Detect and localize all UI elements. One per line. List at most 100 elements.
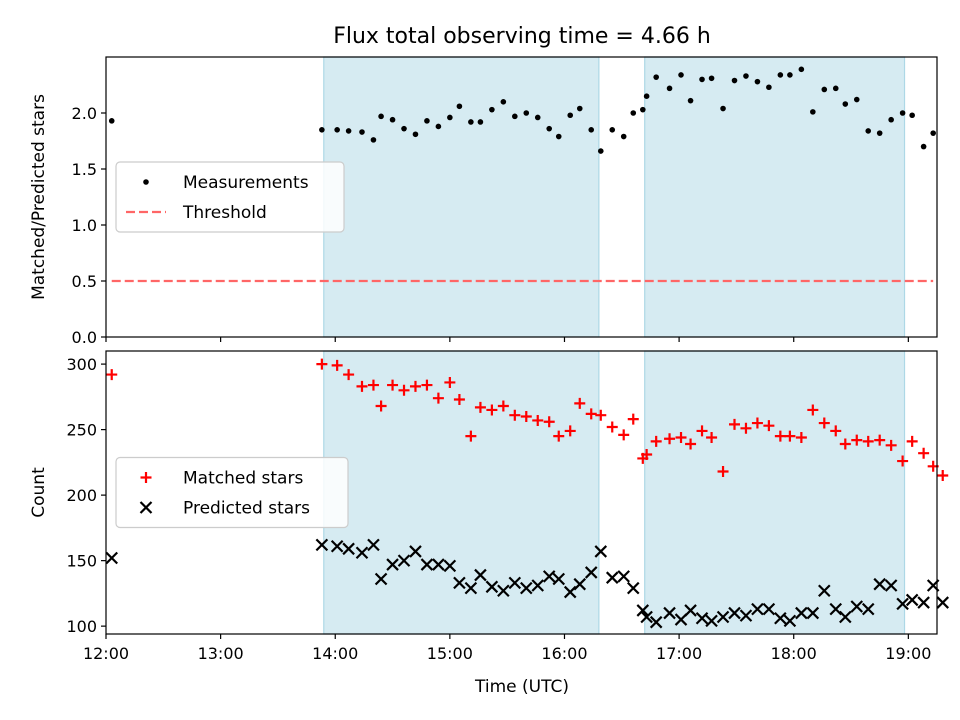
- predicted-star-point: [563, 585, 577, 599]
- matched-star-point: [520, 411, 532, 423]
- measurement-point: [810, 109, 816, 115]
- bottom-shaded-interval: [323, 350, 600, 635]
- measurement-point: [597, 148, 604, 154]
- bottom-shaded-interval: [644, 350, 906, 635]
- measurement-point: [630, 110, 637, 116]
- top-y-tick-label: 1.0: [72, 216, 97, 235]
- matched-star-point: [650, 435, 662, 447]
- matched-star-point: [795, 431, 807, 443]
- matched-star-point: [585, 408, 597, 420]
- measurement-point: [888, 116, 894, 123]
- predicted-star-point: [519, 581, 533, 595]
- matched-star-point: [595, 409, 607, 421]
- top-legend-box: [115, 161, 345, 233]
- matched-star-point: [740, 422, 752, 434]
- matched-star-point: [343, 369, 355, 381]
- measurement-point: [653, 74, 659, 80]
- predicted-star-point: [850, 600, 864, 613]
- predicted-star-point: [584, 566, 598, 579]
- predicted-star-point: [762, 602, 776, 616]
- measurement-point: [401, 125, 407, 132]
- predicted-star-point: [705, 614, 718, 628]
- measurement-point: [787, 72, 793, 78]
- measurement-point: [708, 75, 715, 82]
- predicted-star-point: [432, 558, 445, 571]
- measurement-point: [546, 125, 552, 132]
- measurement-point: [456, 103, 463, 110]
- measurement-point: [555, 133, 562, 140]
- matched-star-point: [664, 433, 676, 445]
- measurement-point: [588, 127, 595, 133]
- matched-star-point: [839, 438, 851, 450]
- predicted-star-point: [542, 570, 556, 583]
- measurement-point: [359, 129, 365, 135]
- bottom-y-axis-label: Count: [29, 467, 49, 518]
- x-axis-label: Time (UTC): [474, 677, 569, 697]
- predicted-star-point: [739, 609, 753, 622]
- matched-star-point: [862, 435, 874, 447]
- chart-title: Flux total observing time = 4.66 h: [333, 24, 711, 49]
- top-y-tick-label: 2.0: [72, 104, 97, 123]
- x-tick-label: 15:00: [427, 644, 473, 663]
- matched-star-point: [409, 380, 421, 392]
- measurement-point: [777, 72, 784, 78]
- predicted-star-point: [716, 610, 730, 624]
- predicted-star-point: [728, 606, 741, 620]
- matched-star-point: [316, 358, 328, 370]
- predicted-star-point: [896, 597, 909, 611]
- matched-star-point: [784, 430, 796, 442]
- matched-star-point: [509, 409, 521, 421]
- measurement-point: [370, 137, 377, 143]
- top-y-tick-label: 0.5: [72, 272, 97, 291]
- matched-star-point: [897, 455, 909, 467]
- matched-star-point: [618, 429, 630, 441]
- matched-star-point: [675, 431, 687, 443]
- measurement-point: [821, 86, 828, 93]
- matched-star-point: [763, 420, 775, 432]
- measurement-point: [899, 110, 906, 116]
- measurement-point: [699, 76, 705, 83]
- bottom-legend: Matched stars Predicted stars: [115, 456, 349, 529]
- matched-star-point: [830, 425, 842, 437]
- measurement-point: [643, 93, 650, 99]
- predicted-star-point: [806, 606, 820, 620]
- predicted-star-point: [531, 579, 545, 592]
- bottom-y-tick-label: 200: [66, 486, 97, 505]
- predicted-star-point: [905, 593, 919, 607]
- matched-star-point: [564, 425, 576, 437]
- measurement-point: [842, 101, 849, 107]
- measurement-point: [766, 84, 772, 91]
- legend-label: Matched stars: [183, 469, 303, 489]
- predicted-star-point: [829, 602, 843, 616]
- matched-star-point: [729, 418, 741, 430]
- matched-star-point: [387, 379, 399, 391]
- measurement-point: [666, 85, 673, 92]
- matched-star-point: [543, 416, 555, 428]
- bottom-legend-box: [115, 456, 349, 529]
- predicted-star-point: [636, 604, 650, 617]
- measurement-point: [798, 66, 805, 73]
- matched-star-point: [497, 400, 509, 412]
- measurement-point: [620, 133, 627, 140]
- matched-star-point: [398, 384, 410, 396]
- measurement-point: [389, 116, 396, 123]
- predicted-star-point: [684, 604, 697, 617]
- predicted-star-point: [917, 596, 930, 609]
- matched-star-point: [453, 393, 465, 405]
- measurement-point: [731, 77, 738, 84]
- predicted-star-point: [649, 615, 663, 629]
- x-tick-label: 19:00: [885, 644, 931, 663]
- measurement-point: [687, 97, 694, 104]
- measurement-point: [447, 114, 453, 121]
- x-tick-label: 14:00: [312, 644, 358, 663]
- legend-matched-marker: [140, 472, 152, 483]
- predicted-star-point: [355, 546, 369, 560]
- matched-star-point: [444, 376, 456, 388]
- predicted-star-point: [497, 584, 510, 598]
- matched-star-point: [367, 379, 379, 391]
- matched-star-point: [874, 434, 886, 446]
- x-tick-label: 18:00: [771, 644, 817, 663]
- bottom-y-tick-label: 250: [66, 421, 97, 440]
- predicted-star-point: [573, 577, 587, 591]
